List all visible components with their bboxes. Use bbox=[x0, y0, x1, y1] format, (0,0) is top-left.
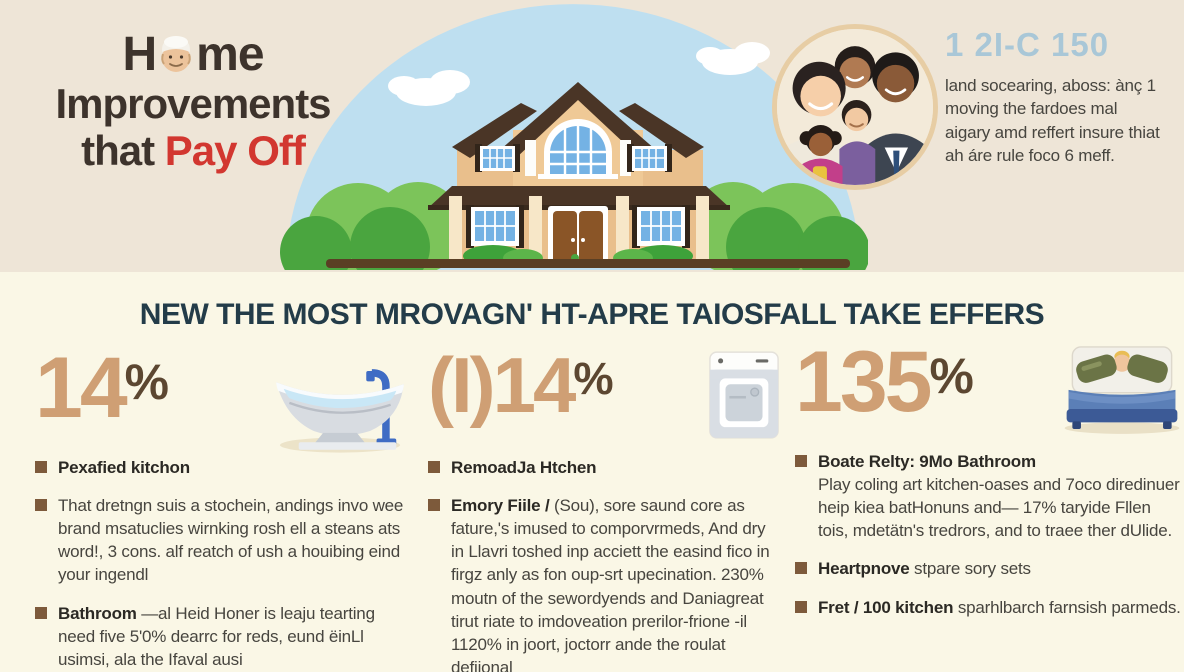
bullet-square-icon bbox=[795, 455, 807, 467]
front-doors bbox=[548, 206, 608, 263]
bullet-list: RemoadJa Htchen Emory Fiile / (Sou), sor… bbox=[428, 456, 782, 672]
bed-icon bbox=[1059, 342, 1184, 439]
title-pre: H bbox=[122, 28, 157, 81]
stat-number: 135 bbox=[795, 334, 932, 430]
bullet-square-icon bbox=[428, 499, 440, 512]
bullet-text: Play coling art kitchen-oases and 7oco d… bbox=[818, 475, 1180, 541]
list-item: Pexafied kitchon bbox=[35, 456, 415, 479]
title-post: me bbox=[196, 28, 264, 81]
bullet-square-icon bbox=[795, 600, 807, 613]
stat-percent: % bbox=[929, 348, 974, 404]
bullet-bold: RemoadJa Htchen bbox=[451, 458, 597, 477]
bullet-text: —al Heid Honer is leaju tearting need fi… bbox=[58, 603, 375, 669]
bullet-list: Pexafied kitchon That dretngn suis a sto… bbox=[35, 456, 415, 671]
lower-windows bbox=[466, 205, 690, 248]
bullet-bold: Boate Relty: 9Mo Bathroom bbox=[818, 452, 1036, 471]
ground-bar bbox=[326, 259, 850, 268]
family-photo bbox=[772, 24, 938, 190]
stat-row: 14% bbox=[35, 345, 415, 453]
upper-windows bbox=[475, 144, 672, 172]
stat-number: 14 bbox=[35, 340, 128, 436]
bullet-square-icon bbox=[35, 461, 47, 473]
hero-right-block: 1 2I-C 150 land socearing, aboss: ànç 1 … bbox=[945, 26, 1163, 168]
list-item: Bathroom —al Heid Honer is leaju teartin… bbox=[35, 602, 415, 671]
list-item: Heartpnove stpare sory sets bbox=[795, 557, 1184, 580]
bullet-square-icon bbox=[35, 606, 47, 619]
cloud-icon bbox=[388, 42, 770, 106]
title-accent: Pay Off bbox=[164, 127, 306, 175]
bullet-bold: Heartpnove bbox=[818, 559, 910, 579]
bullet-bold: Emory Fiile / bbox=[451, 496, 550, 516]
chef-face-icon bbox=[156, 32, 196, 76]
bullet-square-icon bbox=[795, 562, 807, 575]
stat-percent: % bbox=[573, 353, 614, 404]
list-item: That dretngn suis a stochein, andings in… bbox=[35, 494, 415, 586]
stat-number: (I)14 bbox=[428, 341, 576, 429]
stat-row: 135% bbox=[795, 339, 1184, 444]
title-line-3: that Pay Off bbox=[18, 127, 368, 174]
porch-pillars bbox=[449, 196, 709, 263]
list-item: Emory Fiile / (Sou), sore saund core as … bbox=[428, 494, 782, 672]
bullet-bold: Bathroom bbox=[58, 603, 137, 623]
bathtub-icon bbox=[265, 348, 415, 459]
bullet-bold: Pexafied kitchon bbox=[58, 458, 190, 477]
list-item: Fret / 100 kitchen sparhlbarch farnsish … bbox=[795, 596, 1184, 619]
section-heading: NEW THE MOST MROVAGN' HT-APRE TAIOSFALL … bbox=[139, 298, 1045, 331]
bullet-text: sparhlbarch farnsish parmeds. bbox=[953, 597, 1181, 617]
stat-value: 135% bbox=[795, 339, 974, 425]
title-line-2: Improvements bbox=[55, 80, 331, 128]
bullet-list: Boate Relty: 9Mo Bathroom Play coling art… bbox=[795, 450, 1184, 619]
bullet-text: That dretngn suis a stochein, andings in… bbox=[58, 496, 404, 585]
stat-column-bathroom: 135% Boate Re bbox=[795, 339, 1184, 634]
bullet-text: stpare sory sets bbox=[909, 559, 1031, 579]
stat-column-kitchen: 14% Pexafied kitchon bbox=[35, 345, 415, 672]
title-line3-pre: that bbox=[81, 127, 165, 175]
stat-row: (I)14% bbox=[428, 346, 782, 450]
bullet-text: (Sou), sore saund core as fature,'s imus… bbox=[451, 496, 770, 672]
list-item: Boate Relty: 9Mo Bathroom Play coling art… bbox=[795, 450, 1184, 542]
hero-stat-code: 1 2I-C 150 bbox=[945, 26, 1110, 63]
bullet-square-icon bbox=[35, 499, 47, 512]
list-item: RemoadJa Htchen bbox=[428, 456, 782, 479]
stat-column-remodel: (I)14% RemoadJa Htchen bbox=[428, 346, 782, 672]
stat-value: 14% bbox=[35, 345, 170, 431]
stat-value: (I)14% bbox=[428, 346, 614, 424]
stat-percent: % bbox=[124, 354, 170, 410]
house-illustration bbox=[278, 0, 870, 288]
washer-icon bbox=[706, 348, 782, 447]
bullet-bold: Fret / 100 kitchen bbox=[818, 597, 954, 617]
bullet-square-icon bbox=[428, 461, 440, 473]
hero-blurb: land socearing, aboss: ànç 1 moving the … bbox=[945, 76, 1160, 166]
